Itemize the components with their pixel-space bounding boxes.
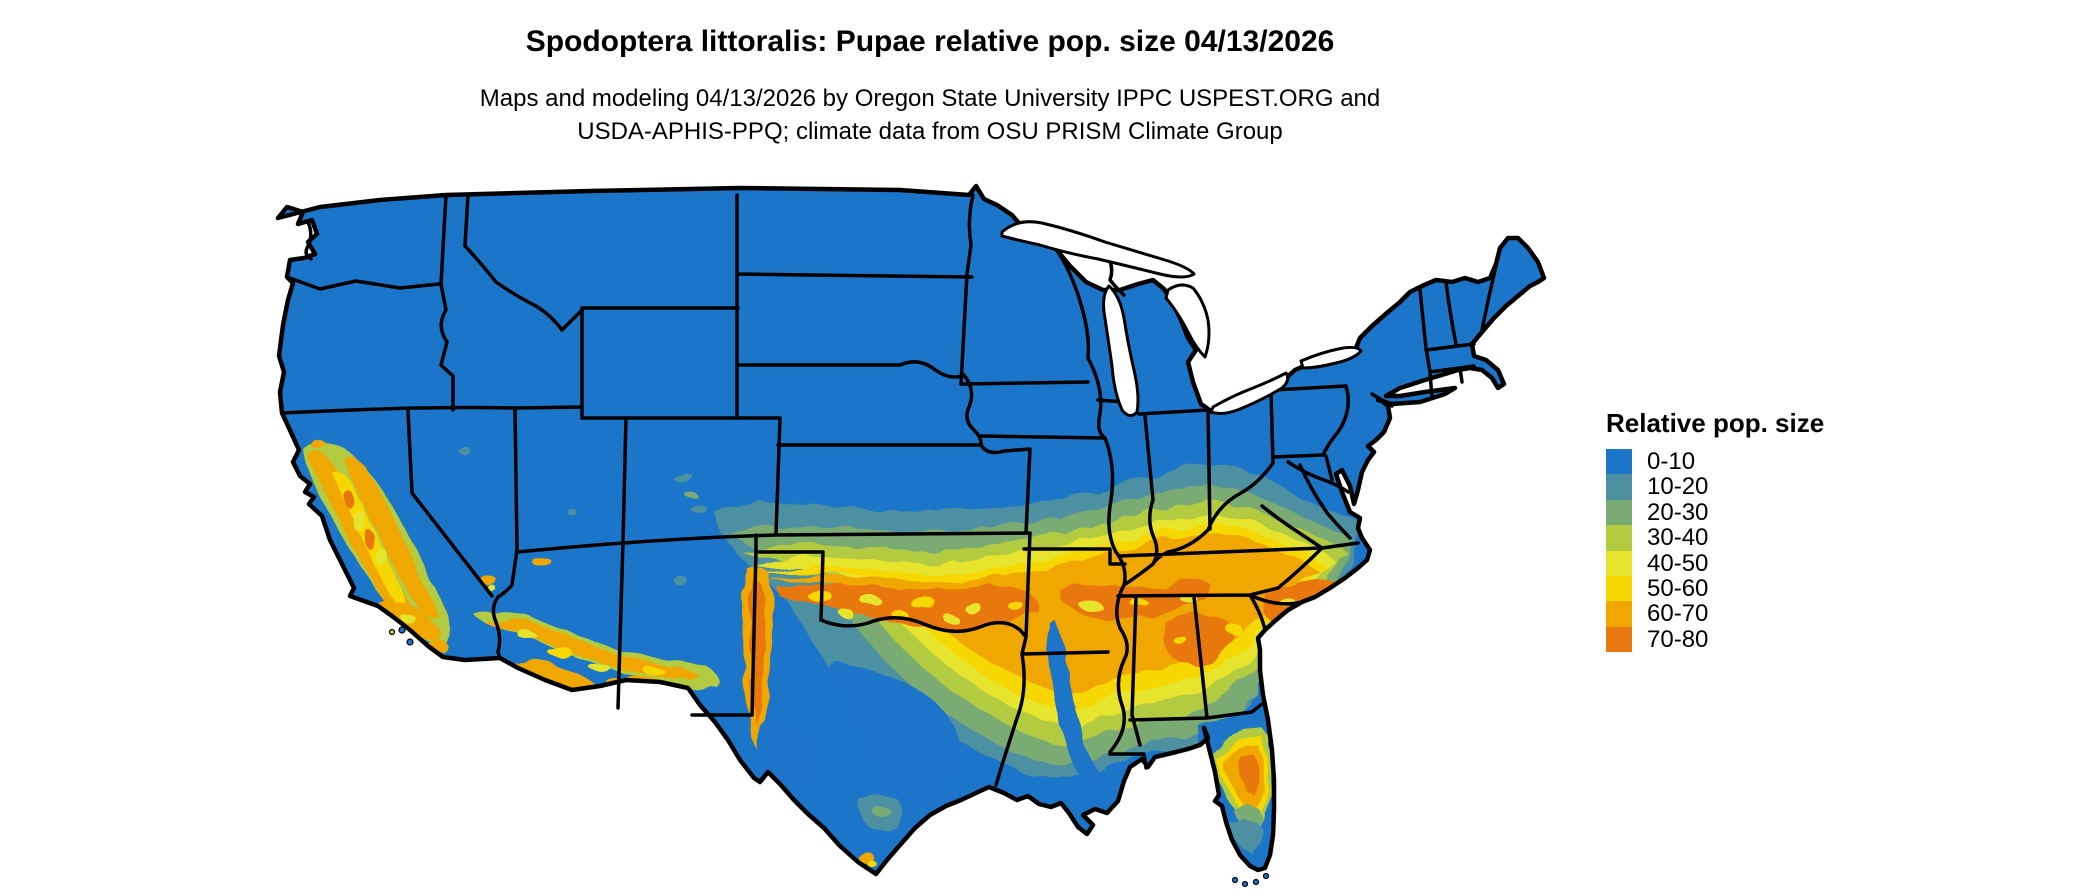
- rio-grande-valley-gold: [867, 861, 877, 867]
- legend-swatch: [1606, 550, 1632, 576]
- legend-swatch: [1606, 601, 1632, 627]
- lake-ontario: [1299, 345, 1363, 370]
- legend-item: 60-70: [1606, 600, 1824, 628]
- subtitle-line-2: USDA-APHIS-PPQ; climate data from OSU PR…: [577, 118, 1283, 145]
- legend-title: Relative pop. size: [1606, 408, 1825, 438]
- subtitle-line-1: Maps and modeling 04/13/2026 by Oregon S…: [479, 85, 1381, 112]
- mississippi-valley-blue: [1048, 620, 1102, 788]
- legend-label: 10-20: [1647, 473, 1709, 501]
- central-texas-blue: [830, 660, 962, 836]
- legend: Relative pop. size 0-10 10-20 20-30 30-40 40…: [1606, 408, 1824, 652]
- legend-label: 50-60: [1647, 574, 1709, 602]
- legend-swatch: [1606, 474, 1632, 500]
- legend-items: 0-10 10-20 20-30 30-40 40-50 50-60 60-70 70-80: [1606, 449, 1824, 652]
- legend-label: 30-40: [1647, 524, 1709, 552]
- great-lakes: [1000, 220, 1363, 417]
- legend-label: 60-70: [1647, 600, 1709, 628]
- map-subtitle: Maps and modeling 04/13/2026 by Oregon S…: [260, 82, 1600, 148]
- legend-item: 0-10: [1606, 449, 1824, 474]
- legend-item: 40-50: [1606, 549, 1824, 577]
- lake-michigan: [1102, 284, 1140, 417]
- legend-item: 70-80: [1606, 625, 1824, 653]
- florida-system: [1210, 726, 1273, 852]
- legend-label: 70-80: [1647, 625, 1709, 653]
- legend-label: 20-30: [1647, 498, 1709, 526]
- core-mottling: [808, 590, 1299, 644]
- rio-grande-valley-orange: [857, 853, 875, 863]
- legend-item: 20-30: [1606, 498, 1824, 526]
- legend-item: 10-20: [1606, 473, 1824, 501]
- california-system: [302, 439, 451, 652]
- legend-swatch: [1606, 525, 1632, 551]
- us-conus-map: [260, 160, 1600, 888]
- legend-label: 40-50: [1647, 549, 1709, 577]
- lake-erie: [1209, 371, 1290, 415]
- legend-swatch: [1606, 626, 1632, 653]
- legend-item: 50-60: [1606, 576, 1824, 601]
- lake-huron: [1164, 283, 1211, 359]
- legend-swatch: [1606, 575, 1632, 602]
- islands: [388, 626, 1270, 888]
- legend-item: 30-40: [1606, 524, 1824, 552]
- legend-swatch: [1606, 449, 1632, 475]
- band-70-80-core-oklahoma: [776, 583, 1037, 630]
- rockies-specks: [460, 448, 706, 584]
- legend-swatch: [1606, 499, 1632, 526]
- south-texas-green: [873, 807, 891, 817]
- header: Spodoptera littoralis: Pupae relative po…: [260, 24, 1600, 148]
- map-title: Spodoptera littoralis: Pupae relative po…: [525, 25, 1335, 58]
- legend-label: 0-10: [1647, 448, 1696, 475]
- lake-superior: [1000, 220, 1196, 279]
